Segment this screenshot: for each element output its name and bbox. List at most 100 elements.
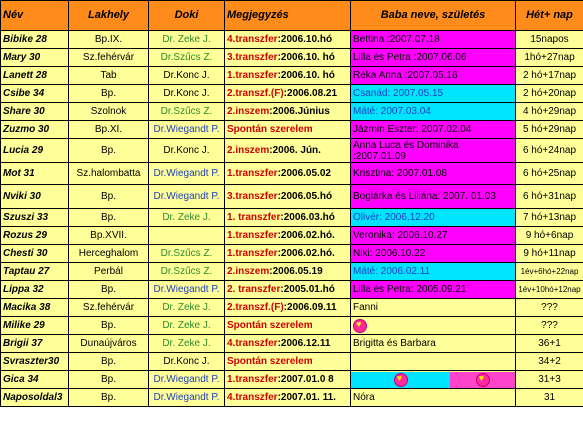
- cell-megjegyzes[interactable]: 3.transzfer:2006.10. hó: [224, 48, 351, 67]
- cell-nev[interactable]: Lanett 28: [0, 66, 69, 85]
- cell-nev[interactable]: Naposoldal3: [0, 388, 69, 407]
- cell-megjegyzes[interactable]: 1. transzfer:2006.03.hó: [224, 208, 351, 227]
- cell-doki[interactable]: [148, 226, 225, 245]
- cell-megjegyzes[interactable]: 1.transzfer:2006.02.hó.: [224, 244, 351, 263]
- cell-doki[interactable]: Dr. Zeke J.: [148, 334, 225, 353]
- cell-lakhely[interactable]: Szolnok: [68, 102, 149, 121]
- cell-lakhely[interactable]: Bp.IX.: [68, 30, 149, 49]
- cell-megjegyzes[interactable]: 2.inszem:2006. Jún.: [224, 138, 351, 163]
- cell-lakhely[interactable]: Bp.: [68, 316, 149, 335]
- header-baba[interactable]: Baba neve, születés: [350, 0, 516, 31]
- cell-het[interactable]: 2 hó+20nap: [515, 84, 583, 103]
- cell-lakhely[interactable]: Sz.fehérvár: [68, 48, 149, 67]
- cell-het[interactable]: 31: [515, 388, 583, 407]
- cell-baba[interactable]: Lilla és Petra :2007.06.06: [350, 48, 516, 67]
- cell-lakhely[interactable]: Dunaújváros: [68, 334, 149, 353]
- cell-het[interactable]: ???: [515, 298, 583, 317]
- cell-megjegyzes[interactable]: 1.transzfer:2006.10. hó: [224, 66, 351, 85]
- cell-doki[interactable]: Dr.Wiegandt P.: [148, 162, 225, 185]
- cell-het[interactable]: 34+2: [515, 352, 583, 371]
- cell-lakhely[interactable]: Sz.fehérvár: [68, 298, 149, 317]
- cell-megjegyzes[interactable]: 4.transzfer:2006.10.hó: [224, 30, 351, 49]
- cell-het[interactable]: 6 hó+31nap: [515, 184, 583, 209]
- cell-nev[interactable]: Gica 34: [0, 370, 69, 389]
- cell-megjegyzes[interactable]: 3.transzfer:2006.05.hó: [224, 184, 351, 209]
- cell-baba[interactable]: Fanni: [350, 298, 516, 317]
- cell-lakhely[interactable]: Bp.: [68, 388, 149, 407]
- cell-het[interactable]: 9 hó+11nap: [515, 244, 583, 263]
- cell-doki[interactable]: Dr.Wiegandt P.: [148, 184, 225, 209]
- cell-nev[interactable]: Share 30: [0, 102, 69, 121]
- cell-megjegyzes[interactable]: 2.inszem:2006.Június: [224, 102, 351, 121]
- cell-nev[interactable]: Macika 38: [0, 298, 69, 317]
- cell-lakhely[interactable]: Bp.: [68, 184, 149, 209]
- cell-doki[interactable]: Dr.Szűcs Z.: [148, 102, 225, 121]
- cell-doki[interactable]: Dr.Wiegandt P.: [148, 280, 225, 299]
- cell-baba[interactable]: Csanád: 2007.05.15: [350, 84, 516, 103]
- cell-baba[interactable]: Nóra: [350, 388, 516, 407]
- cell-het[interactable]: ???: [515, 316, 583, 335]
- cell-het[interactable]: 4 hó+29nap: [515, 102, 583, 121]
- cell-het[interactable]: 6 hó+24nap: [515, 138, 583, 163]
- cell-lakhely[interactable]: Bp.XVII.: [68, 226, 149, 245]
- cell-megjegyzes[interactable]: 2.transzf.(F):2006.08.21: [224, 84, 351, 103]
- cell-nev[interactable]: Nviki 30: [0, 184, 69, 209]
- cell-het[interactable]: 2 hó+17nap: [515, 66, 583, 85]
- cell-nev[interactable]: Taptau 27: [0, 262, 69, 281]
- cell-het[interactable]: 15napos: [515, 30, 583, 49]
- header-nev[interactable]: Név: [0, 0, 69, 31]
- cell-het[interactable]: 9 hó+6nap: [515, 226, 583, 245]
- cell-het[interactable]: 1hó+27nap: [515, 48, 583, 67]
- cell-baba[interactable]: Máté: 2007.03.04: [350, 102, 516, 121]
- cell-doki[interactable]: Dr. Zeke J.: [148, 298, 225, 317]
- cell-nev[interactable]: Milike 29: [0, 316, 69, 335]
- cell-nev[interactable]: Brigii 37: [0, 334, 69, 353]
- cell-megjegyzes[interactable]: 1.transzfer:2007.01.0 8: [224, 370, 351, 389]
- cell-nev[interactable]: Lucia 29: [0, 138, 69, 163]
- cell-megjegyzes[interactable]: 4.transzfer:2006.12.11: [224, 334, 351, 353]
- cell-het[interactable]: 6 hó+25nap: [515, 162, 583, 185]
- cell-baba[interactable]: Olivér: 2006.12.20: [350, 208, 516, 227]
- cell-doki[interactable]: Dr.Konc J.: [148, 138, 225, 163]
- cell-megjegyzes[interactable]: Spontán szerelem: [224, 120, 351, 139]
- header-megjegyzes[interactable]: Megjegyzés: [224, 0, 351, 31]
- cell-lakhely[interactable]: Bp.: [68, 352, 149, 371]
- cell-lakhely[interactable]: Tab: [68, 66, 149, 85]
- cell-nev[interactable]: Zuzmo 30: [0, 120, 69, 139]
- cell-lakhely[interactable]: Bp.: [68, 370, 149, 389]
- cell-lakhely[interactable]: Bp.: [68, 208, 149, 227]
- cell-baba[interactable]: Jázmin Eszter: 2007.02.04: [350, 120, 516, 139]
- cell-lakhely[interactable]: Sz.halombatta: [68, 162, 149, 185]
- cell-doki[interactable]: Dr.Szűcs Z.: [148, 262, 225, 281]
- cell-baba[interactable]: Anna Luca és Dominika :2007.01.09: [350, 138, 516, 163]
- cell-nev[interactable]: Mary 30: [0, 48, 69, 67]
- cell-doki[interactable]: Dr.Wiegandt P.: [148, 120, 225, 139]
- cell-nev[interactable]: Mot 31: [0, 162, 69, 185]
- cell-doki[interactable]: Dr.Konc J.: [148, 66, 225, 85]
- header-lakhely[interactable]: Lakhely: [68, 0, 149, 31]
- cell-baba[interactable]: Lilla és Petra: 2005.09.21: [350, 280, 516, 299]
- cell-nev[interactable]: Chesti 30: [0, 244, 69, 263]
- cell-baba[interactable]: Bettina :2007.07.18: [350, 30, 516, 49]
- cell-baba[interactable]: [350, 370, 516, 389]
- cell-nev[interactable]: Rozus 29: [0, 226, 69, 245]
- header-het[interactable]: Hét+ nap: [515, 0, 583, 31]
- cell-doki[interactable]: Dr. Zeke J.: [148, 30, 225, 49]
- cell-doki[interactable]: Dr. Zeke J.: [148, 208, 225, 227]
- cell-baba[interactable]: Veronika: 2006.10.27: [350, 226, 516, 245]
- cell-nev[interactable]: Csibe 34: [0, 84, 69, 103]
- cell-doki[interactable]: Dr.Konc J.: [148, 84, 225, 103]
- cell-doki[interactable]: Dr.Szűcs Z.: [148, 244, 225, 263]
- cell-het[interactable]: 1év+6hó+22nap: [515, 262, 583, 281]
- cell-baba[interactable]: Krisztina: 2007.01.08: [350, 162, 516, 185]
- cell-baba[interactable]: [350, 316, 516, 335]
- cell-het[interactable]: 7 hó+13nap: [515, 208, 583, 227]
- cell-het[interactable]: 36+1: [515, 334, 583, 353]
- cell-het[interactable]: 1év+10hó+12nap: [515, 280, 583, 299]
- cell-nev[interactable]: Bibike 28: [0, 30, 69, 49]
- cell-doki[interactable]: Dr.Wiegandt P.: [148, 370, 225, 389]
- cell-lakhely[interactable]: Bp.XI.: [68, 120, 149, 139]
- cell-nev[interactable]: Svraszter30: [0, 352, 69, 371]
- cell-megjegyzes[interactable]: 1.transzfer:2006.02.hó.: [224, 226, 351, 245]
- cell-het[interactable]: 31+3: [515, 370, 583, 389]
